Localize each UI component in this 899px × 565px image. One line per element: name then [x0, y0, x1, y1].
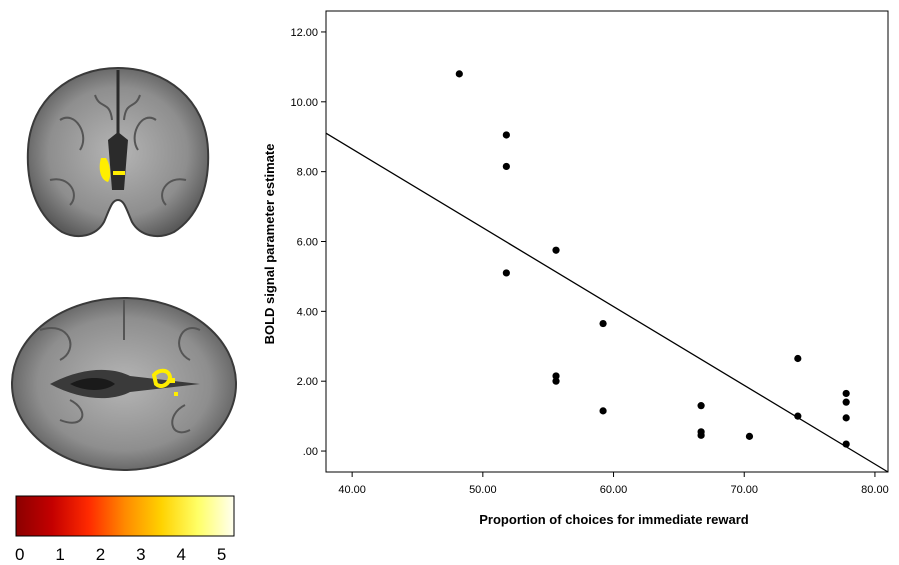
x-tick-label: 40.00 — [338, 484, 366, 496]
colorbar-tick-label: 2 — [96, 545, 105, 564]
x-tick-label: 50.00 — [469, 484, 497, 496]
coronal-brain-slice — [20, 62, 215, 248]
y-tick-label: 2.00 — [297, 376, 318, 388]
axial-brain-slice — [6, 292, 242, 478]
data-point — [552, 377, 560, 385]
y-tick-label: 12.00 — [290, 27, 318, 39]
colorbar-tick-label: 4 — [176, 545, 185, 564]
colorbar: 0 1 2 3 4 5 — [15, 495, 235, 564]
data-point — [697, 428, 705, 436]
plot-area-frame — [325, 10, 889, 473]
data-point — [842, 389, 850, 398]
colorbar-tick-labels: 0 1 2 3 4 5 — [15, 545, 226, 564]
data-point — [502, 162, 510, 171]
data-point — [502, 269, 510, 277]
data-point — [552, 246, 560, 254]
data-point — [455, 70, 463, 78]
data-point — [842, 440, 850, 448]
data-point — [599, 319, 607, 328]
data-point — [552, 372, 560, 380]
y-tick-label: 10.00 — [290, 97, 318, 109]
y-tick-label: 8.00 — [297, 167, 318, 179]
colorbar-tick-label: 5 — [217, 545, 226, 564]
data-point — [599, 407, 607, 415]
data-point — [697, 431, 705, 439]
data-point — [794, 412, 802, 420]
brain-figure-panel: 0 1 2 3 4 5 — [6, 62, 242, 564]
data-point — [842, 414, 850, 422]
y-tick-label: .00 — [303, 446, 318, 458]
data-point — [502, 131, 510, 139]
x-tick-label: 60.00 — [600, 484, 628, 496]
colorbar-tick-label: 0 — [15, 545, 24, 564]
y-tick-label: 4.00 — [297, 306, 318, 318]
y-axis-title: BOLD signal parameter estimate — [262, 144, 277, 345]
data-point — [794, 354, 802, 363]
colorbar-rect — [15, 495, 235, 537]
x-axis-ticks: 40.00 50.00 60.00 70.00 80.00 — [338, 472, 889, 496]
y-tick-label: 6.00 — [297, 237, 318, 249]
colorbar-tick-label: 1 — [55, 545, 64, 564]
x-axis-title: Proportion of choices for immediate rewa… — [479, 512, 748, 527]
x-tick-label: 80.00 — [861, 484, 889, 496]
fit-line — [325, 132, 889, 473]
data-point — [697, 402, 705, 410]
x-tick-label: 70.00 — [730, 484, 758, 496]
data-points — [455, 70, 850, 448]
data-point — [842, 398, 850, 406]
colorbar-tick-label: 3 — [136, 545, 145, 564]
data-point — [745, 432, 754, 440]
y-axis-ticks: .00 2.00 4.00 6.00 8.00 10.00 12.00 — [290, 27, 326, 458]
